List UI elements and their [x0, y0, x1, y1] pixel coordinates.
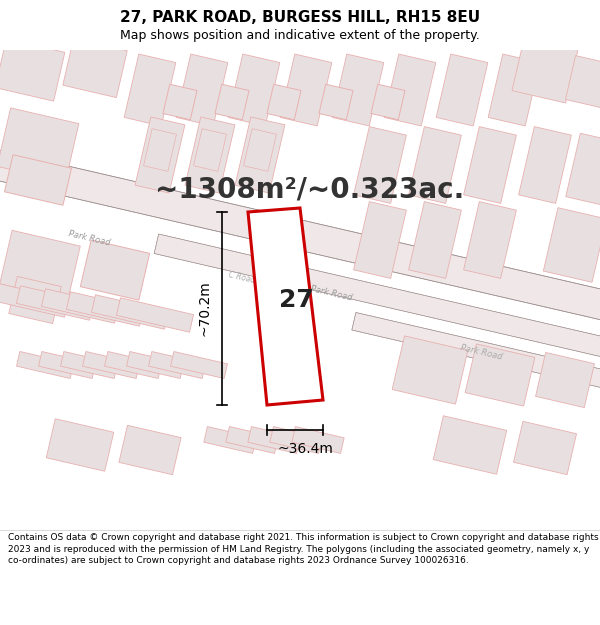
Polygon shape — [248, 427, 300, 453]
Text: Map shows position and indicative extent of the property.: Map shows position and indicative extent… — [120, 29, 480, 42]
Polygon shape — [16, 286, 94, 320]
Polygon shape — [352, 312, 600, 398]
Polygon shape — [353, 127, 406, 203]
Text: ~70.2m: ~70.2m — [198, 281, 212, 336]
Polygon shape — [0, 282, 68, 318]
Polygon shape — [488, 54, 540, 126]
Polygon shape — [332, 54, 384, 126]
Polygon shape — [518, 127, 571, 203]
Polygon shape — [280, 54, 332, 126]
Polygon shape — [0, 39, 65, 101]
Polygon shape — [464, 127, 517, 203]
Polygon shape — [4, 155, 71, 205]
Polygon shape — [154, 234, 600, 366]
Polygon shape — [204, 427, 256, 453]
Polygon shape — [176, 54, 228, 126]
Polygon shape — [544, 208, 600, 282]
Polygon shape — [9, 276, 61, 324]
Polygon shape — [185, 117, 235, 193]
Polygon shape — [46, 419, 114, 471]
Polygon shape — [409, 202, 461, 278]
Polygon shape — [270, 427, 322, 453]
Polygon shape — [83, 351, 139, 379]
Polygon shape — [116, 298, 194, 332]
Text: 27, PARK ROAD, BURGESS HILL, RH15 8EU: 27, PARK ROAD, BURGESS HILL, RH15 8EU — [120, 10, 480, 25]
Polygon shape — [228, 54, 280, 126]
Text: Contains OS data © Crown copyright and database right 2021. This information is : Contains OS data © Crown copyright and d… — [8, 533, 598, 566]
Polygon shape — [127, 351, 184, 379]
Polygon shape — [436, 54, 488, 126]
Polygon shape — [565, 56, 600, 108]
Polygon shape — [194, 129, 226, 171]
Polygon shape — [514, 421, 577, 474]
Text: Park Road: Park Road — [68, 229, 112, 247]
Polygon shape — [433, 416, 507, 474]
Polygon shape — [512, 37, 578, 103]
Polygon shape — [353, 202, 406, 278]
Polygon shape — [244, 129, 277, 171]
Text: ~1308m²/~0.323ac.: ~1308m²/~0.323ac. — [155, 176, 464, 204]
Polygon shape — [119, 425, 181, 475]
Polygon shape — [67, 292, 143, 326]
Polygon shape — [267, 84, 301, 120]
Polygon shape — [226, 427, 278, 453]
Text: 27: 27 — [278, 288, 313, 312]
Polygon shape — [371, 84, 405, 120]
Polygon shape — [80, 240, 149, 300]
Text: C Road: C Road — [228, 271, 256, 286]
Polygon shape — [409, 127, 461, 203]
Polygon shape — [135, 117, 185, 193]
Polygon shape — [465, 344, 535, 406]
Polygon shape — [104, 351, 161, 379]
Text: Park Road: Park Road — [310, 284, 353, 302]
Polygon shape — [0, 231, 80, 299]
Polygon shape — [0, 108, 79, 182]
Polygon shape — [566, 133, 600, 207]
Text: Park Road: Park Road — [460, 343, 503, 361]
Polygon shape — [319, 84, 353, 120]
Polygon shape — [41, 289, 119, 323]
Polygon shape — [292, 427, 344, 453]
Polygon shape — [235, 117, 285, 193]
Polygon shape — [61, 351, 118, 379]
Polygon shape — [464, 202, 517, 278]
Polygon shape — [170, 351, 227, 379]
Polygon shape — [392, 336, 468, 404]
Polygon shape — [248, 208, 323, 405]
Polygon shape — [91, 295, 169, 329]
Polygon shape — [163, 84, 197, 120]
Polygon shape — [149, 351, 205, 379]
Polygon shape — [124, 54, 176, 126]
Polygon shape — [384, 54, 436, 126]
Text: ~36.4m: ~36.4m — [277, 442, 333, 456]
Polygon shape — [17, 351, 73, 379]
Polygon shape — [0, 142, 600, 328]
Polygon shape — [63, 38, 127, 98]
Polygon shape — [215, 84, 249, 120]
Polygon shape — [536, 352, 595, 408]
Polygon shape — [143, 129, 176, 171]
Polygon shape — [38, 351, 95, 379]
